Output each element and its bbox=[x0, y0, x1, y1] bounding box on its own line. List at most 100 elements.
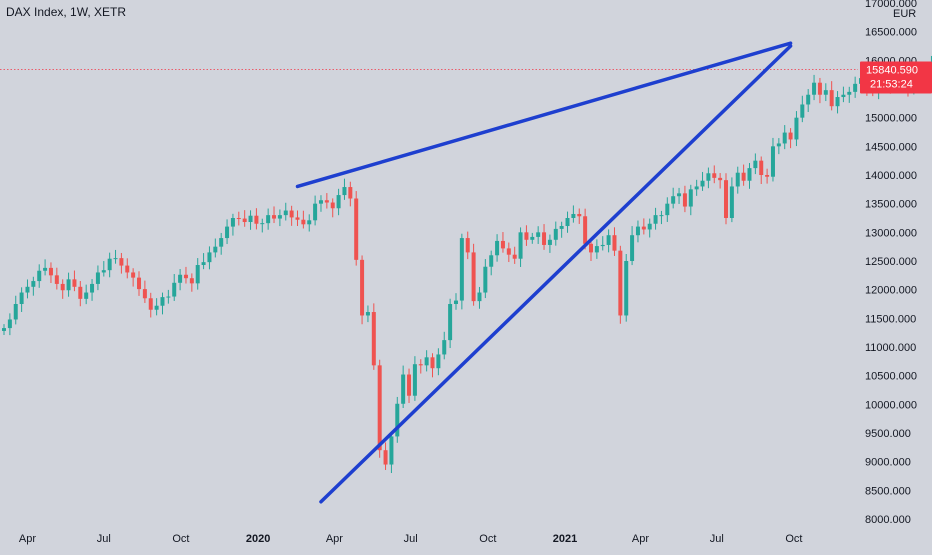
candle-body bbox=[665, 203, 670, 216]
candle bbox=[72, 270, 77, 292]
y-tick-label: 9500.000 bbox=[865, 428, 911, 440]
candle-body bbox=[365, 312, 370, 316]
candle-body bbox=[553, 228, 558, 240]
candle bbox=[577, 208, 582, 224]
candle bbox=[101, 261, 106, 277]
candle-body bbox=[254, 215, 259, 224]
candle bbox=[248, 210, 253, 230]
candle-body bbox=[776, 143, 781, 147]
candle bbox=[817, 77, 822, 104]
candle bbox=[712, 165, 717, 184]
candle bbox=[254, 208, 259, 230]
candle-body bbox=[72, 279, 77, 287]
candle bbox=[31, 276, 36, 296]
price-axis[interactable]: 17000.00016500.00016000.00015500.0001500… bbox=[860, 0, 932, 526]
candle-body bbox=[395, 403, 400, 437]
candle-body bbox=[301, 219, 306, 225]
candle-body bbox=[313, 203, 318, 221]
candle bbox=[618, 245, 623, 324]
candle bbox=[823, 83, 828, 102]
candle bbox=[324, 193, 329, 209]
candle bbox=[377, 359, 382, 458]
candle-body bbox=[37, 270, 42, 282]
candle bbox=[600, 236, 605, 251]
candle bbox=[453, 293, 458, 310]
candle bbox=[688, 184, 693, 216]
candle-body bbox=[688, 189, 693, 207]
candle-body bbox=[201, 262, 206, 266]
candle-body bbox=[95, 272, 100, 284]
candle-body bbox=[459, 238, 464, 301]
candle-body bbox=[142, 289, 147, 299]
candle bbox=[313, 195, 318, 226]
candle bbox=[54, 267, 59, 290]
x-tick-label: Jul bbox=[710, 533, 724, 545]
candle-body bbox=[788, 132, 793, 140]
x-tick-label: Jul bbox=[404, 533, 418, 545]
candle-body bbox=[641, 226, 646, 230]
candle-body bbox=[260, 223, 265, 225]
candle-body bbox=[307, 220, 312, 225]
candle bbox=[624, 254, 629, 322]
candle-body bbox=[524, 232, 529, 240]
candle-body bbox=[101, 270, 106, 273]
candle bbox=[841, 86, 846, 103]
candle-body bbox=[412, 364, 417, 396]
candle-body bbox=[542, 232, 547, 245]
candle bbox=[277, 209, 282, 227]
candle-body bbox=[148, 298, 153, 310]
candle-body bbox=[612, 235, 617, 251]
candle bbox=[260, 218, 265, 233]
candle bbox=[148, 292, 153, 318]
candle-body bbox=[735, 172, 740, 187]
candle-body bbox=[389, 436, 394, 465]
candle-body bbox=[741, 172, 746, 181]
candle-body bbox=[829, 90, 834, 107]
candle bbox=[671, 187, 676, 209]
chart-title: DAX Index, 1W, XETR bbox=[6, 5, 127, 19]
y-tick-label: 15000.000 bbox=[865, 113, 917, 125]
candle bbox=[448, 298, 453, 349]
candle bbox=[571, 205, 576, 223]
candle-body bbox=[477, 292, 482, 302]
candle bbox=[729, 177, 734, 223]
candle bbox=[694, 179, 699, 196]
candle bbox=[225, 219, 230, 245]
candle-body bbox=[78, 286, 83, 299]
candle-body bbox=[383, 450, 388, 465]
candle bbox=[794, 111, 799, 147]
candle bbox=[37, 264, 42, 288]
candle bbox=[266, 208, 271, 230]
candle-body bbox=[782, 132, 787, 144]
candle-body bbox=[694, 186, 699, 190]
candle-body bbox=[436, 354, 441, 369]
x-tick-label: Oct bbox=[785, 533, 802, 545]
candle-body bbox=[753, 160, 758, 169]
x-tick-label: Oct bbox=[172, 533, 189, 545]
candle-body bbox=[119, 258, 124, 266]
candle-body bbox=[635, 226, 640, 236]
candle bbox=[430, 353, 435, 378]
candle bbox=[154, 298, 159, 316]
candle-body bbox=[236, 218, 241, 219]
candle-body bbox=[166, 296, 171, 298]
candle-body bbox=[583, 216, 588, 244]
candle-body bbox=[242, 218, 247, 223]
candle-body bbox=[60, 283, 65, 291]
candle-body bbox=[518, 232, 523, 259]
candle-body bbox=[559, 226, 564, 229]
candle-body bbox=[618, 250, 623, 316]
candle-body bbox=[565, 218, 570, 227]
candle bbox=[594, 239, 599, 259]
time-axis[interactable]: Apr Jul Oct 2020 Apr Jul Oct 2021 Apr Jul Oct bbox=[19, 533, 803, 545]
candle bbox=[553, 221, 558, 246]
candle-body bbox=[407, 374, 412, 396]
candle bbox=[741, 164, 746, 186]
candle bbox=[13, 295, 18, 325]
candle-body bbox=[653, 215, 658, 224]
candle bbox=[677, 187, 682, 204]
candle-body bbox=[500, 240, 505, 249]
candle-body bbox=[295, 217, 300, 220]
candle bbox=[612, 227, 617, 256]
